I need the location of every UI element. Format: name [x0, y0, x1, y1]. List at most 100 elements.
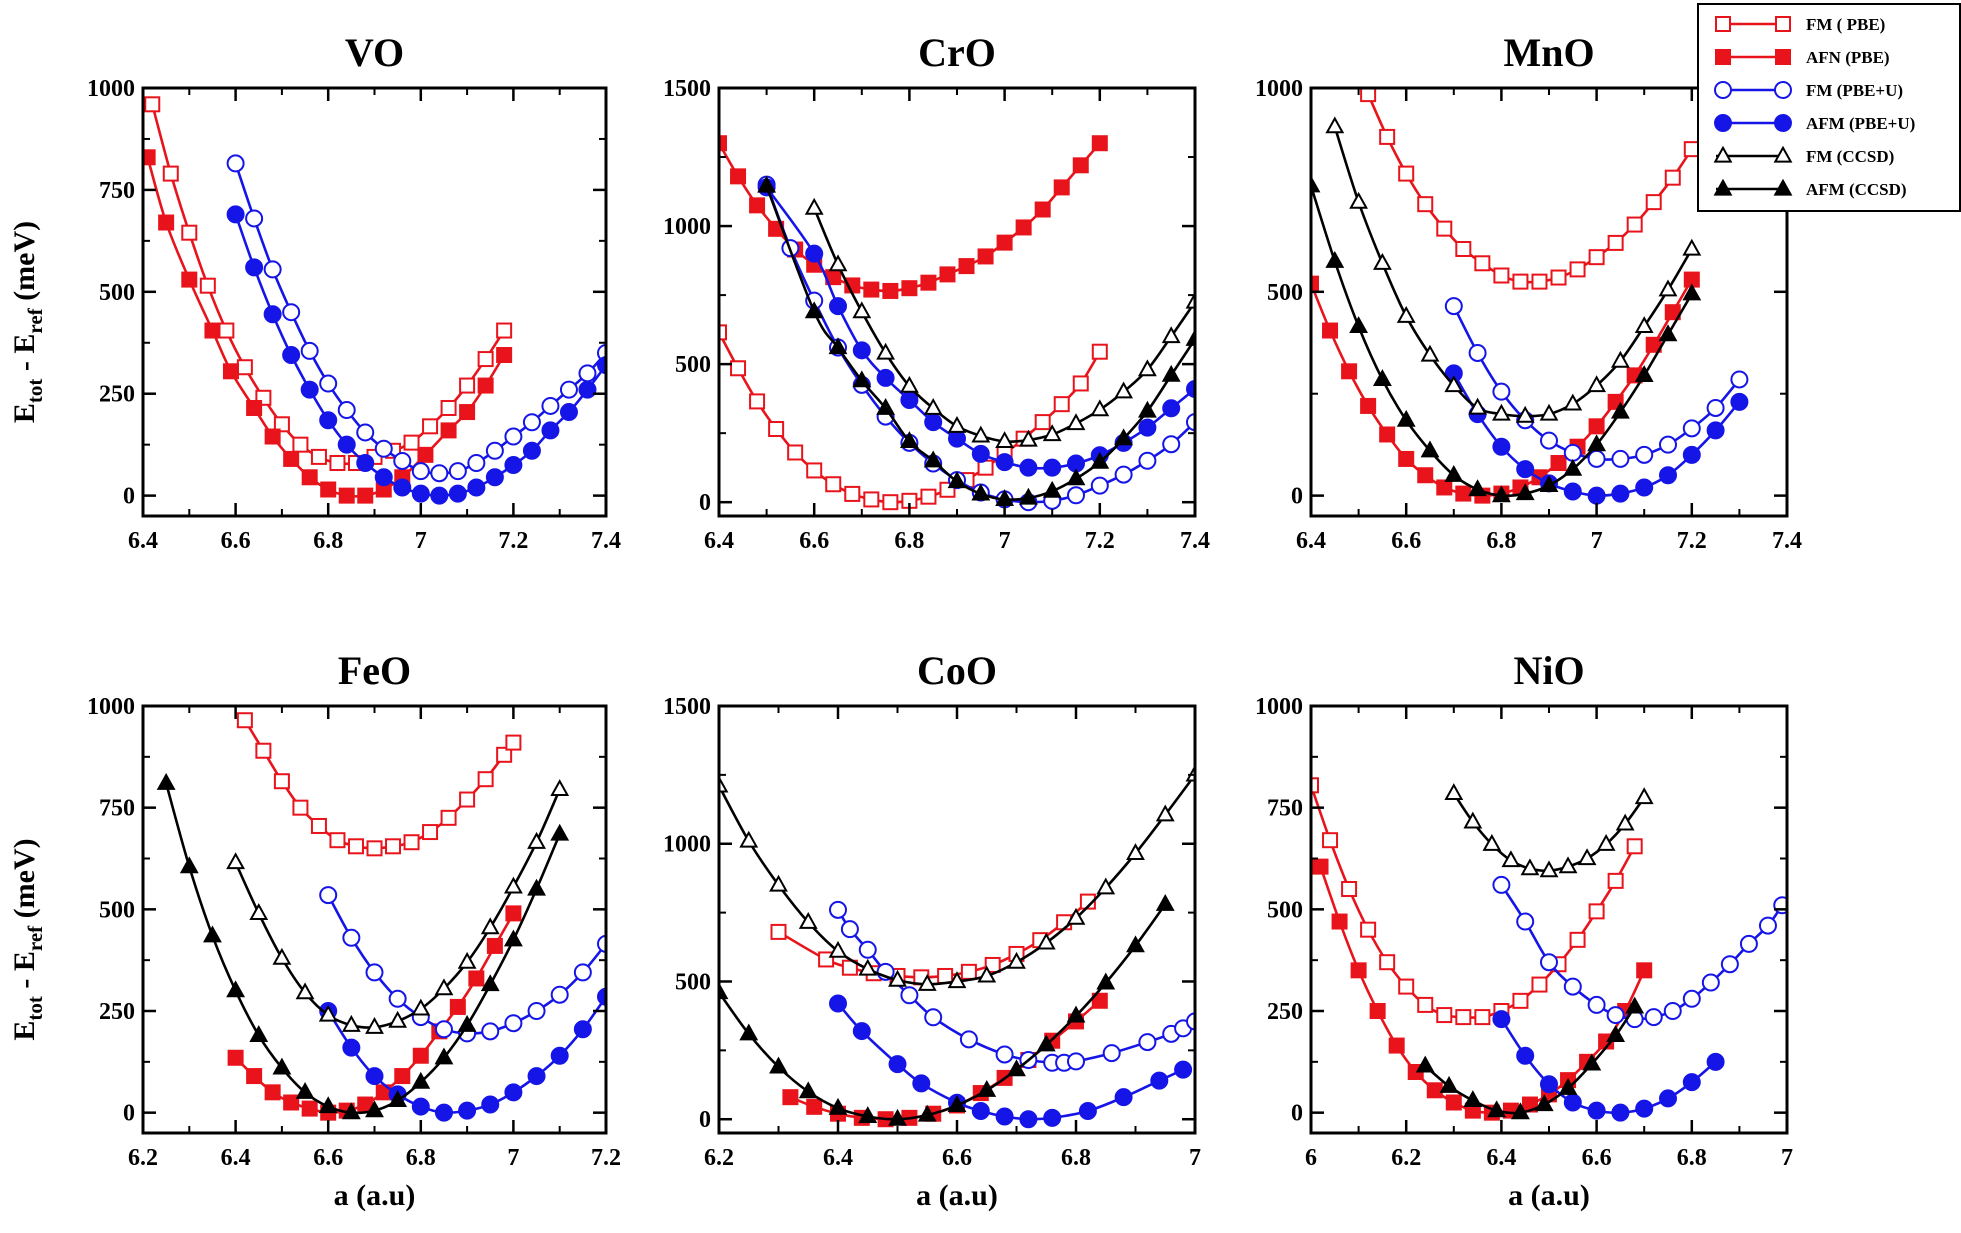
data-point: [559, 403, 578, 422]
data-point: [227, 1049, 244, 1066]
data-point: [917, 973, 937, 991]
data-point: [1635, 445, 1654, 464]
data-point: [1634, 316, 1654, 334]
data-point: [996, 234, 1013, 251]
data-point: [958, 258, 975, 275]
data-point: [1186, 413, 1195, 432]
series-afm-ccsd: [1415, 996, 1645, 1120]
data-point: [923, 450, 943, 468]
data-point: [1079, 893, 1096, 910]
data-point: [900, 391, 919, 410]
data-point: [1322, 832, 1339, 849]
y-tick-label: 750: [1267, 796, 1303, 822]
y-axis-label-part: - E: [8, 334, 41, 379]
data-point: [1516, 912, 1535, 931]
data-point: [1531, 273, 1548, 290]
data-point: [1015, 219, 1032, 236]
x-tick-label: 6.8: [1677, 1145, 1707, 1171]
data-point: [1388, 1037, 1405, 1054]
series-afm-ccsd: [156, 772, 570, 1120]
legend-label: AFN (PBE): [1806, 48, 1890, 67]
data-point: [719, 324, 727, 341]
data-point: [1558, 1077, 1578, 1095]
data-point: [1706, 421, 1725, 440]
data-point: [1540, 431, 1558, 450]
data-point: [503, 876, 523, 894]
data-point: [1379, 426, 1396, 443]
x-tick-label: 6.2: [128, 1145, 158, 1171]
x-tick-label: 6: [1305, 1145, 1317, 1171]
y-axis-label-part: E: [8, 1021, 41, 1041]
data-point: [1034, 201, 1051, 218]
data-point: [1444, 375, 1464, 393]
legend-marker-right: [1773, 145, 1793, 163]
data-point: [1185, 328, 1195, 346]
y-tick-label: 750: [99, 178, 135, 204]
data-point: [1644, 1008, 1663, 1027]
data-point: [1360, 88, 1377, 103]
data-point: [804, 301, 824, 319]
data-point: [527, 1067, 546, 1086]
data-point: [917, 1104, 937, 1122]
data-point: [434, 1020, 453, 1039]
data-point: [769, 1056, 788, 1074]
data-point: [971, 483, 991, 501]
data-point: [1349, 191, 1369, 209]
series-afm-ccsd: [719, 894, 1175, 1126]
data-point: [158, 214, 175, 231]
data-point: [1596, 833, 1616, 851]
data-point: [1463, 1090, 1483, 1108]
data-point: [1114, 465, 1133, 484]
x-axis-label: a (a.u): [916, 1179, 998, 1212]
data-point: [459, 404, 476, 421]
data-point: [1563, 458, 1583, 476]
data-point: [504, 1014, 523, 1033]
data-point: [1420, 440, 1440, 458]
series-afm-pbe-u: [1492, 1010, 1725, 1122]
data-point: [319, 411, 338, 430]
data-point: [1043, 1108, 1062, 1127]
data-point: [1331, 913, 1348, 930]
y-axis-label-part: - E: [8, 951, 41, 996]
data-point: [1311, 275, 1319, 292]
data-point: [1706, 1052, 1725, 1071]
data-point: [496, 746, 513, 763]
data-point: [222, 363, 239, 380]
series-line: [1452, 792, 1646, 873]
data-point: [1455, 485, 1472, 502]
data-point: [411, 1071, 431, 1089]
data-point: [1682, 238, 1702, 256]
data-point: [1682, 445, 1701, 464]
legend-marker-left: [1713, 145, 1733, 163]
data-point: [1515, 483, 1535, 501]
data-point: [1563, 482, 1582, 501]
data-point: [971, 444, 990, 463]
legend-entry-fm-ccsd: FM (CCSD): [1713, 145, 1894, 166]
data-point: [1539, 475, 1559, 493]
data-point: [829, 900, 847, 919]
data-point: [481, 1095, 500, 1114]
data-point: [318, 1004, 338, 1022]
data-point: [295, 982, 315, 1000]
data-point: [1563, 393, 1583, 411]
series-fm-ccsd: [719, 764, 1195, 991]
data-point: [876, 342, 896, 360]
data-point: [1501, 850, 1521, 868]
data-point: [1492, 1010, 1511, 1029]
series-afm-ccsd: [1311, 175, 1702, 503]
data-point: [1539, 860, 1559, 878]
data-point: [1550, 455, 1567, 472]
data-point: [1078, 1101, 1097, 1120]
data-point: [245, 258, 264, 277]
legend-label: AFM (PBE+U): [1806, 114, 1915, 133]
data-point: [485, 468, 504, 487]
data-point: [1322, 322, 1339, 339]
data-point: [1090, 451, 1110, 469]
x-tick-label: 6.4: [1486, 1145, 1516, 1171]
data-point: [1436, 479, 1453, 496]
data-point: [1626, 216, 1643, 233]
data-point: [900, 986, 919, 1005]
data-point: [852, 1022, 871, 1041]
data-point: [937, 967, 954, 984]
data-point: [1468, 397, 1488, 415]
